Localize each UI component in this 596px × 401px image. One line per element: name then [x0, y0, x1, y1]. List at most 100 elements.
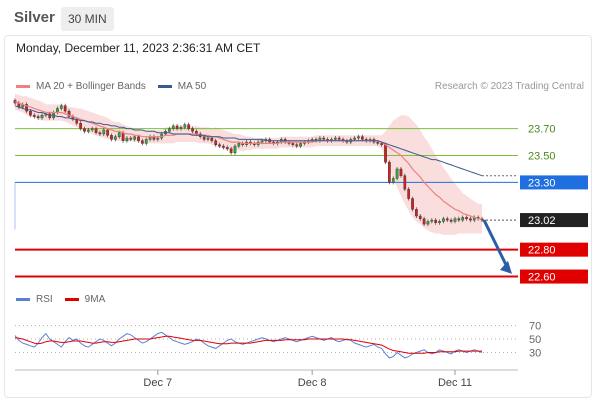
candle-body [29, 110, 32, 116]
candle-body [384, 144, 387, 163]
candle-body [48, 113, 52, 119]
candle-body [399, 168, 403, 176]
ma50-line [14, 105, 483, 177]
candle-body [67, 110, 71, 117]
candle-body [237, 143, 241, 147]
candle-body [449, 219, 453, 222]
candle-body [380, 143, 384, 145]
candle-body [36, 116, 40, 119]
candle-body [333, 137, 337, 140]
candle-body [141, 140, 144, 144]
candle-body [144, 139, 148, 144]
candle-body [322, 137, 326, 140]
candle-body [94, 128, 98, 133]
legend-rsi-swatch [16, 298, 30, 301]
legend-ma20-swatch [16, 85, 30, 88]
candle-body [465, 217, 468, 219]
candle-body [299, 143, 302, 147]
candle-body [353, 137, 356, 140]
chart-panel [4, 35, 592, 398]
price-legend: MA 20 + Bollinger Bands MA 50 [16, 81, 218, 92]
candle-body [426, 221, 430, 225]
candle-body [357, 136, 360, 139]
candle-body [129, 137, 133, 140]
candle-body [260, 140, 264, 143]
candle-body [407, 188, 411, 199]
candle-body [222, 145, 225, 148]
candle-body [79, 123, 82, 129]
candle-body [121, 132, 125, 141]
candle-body [403, 175, 407, 190]
rsi-tick-label: 50 [529, 334, 541, 346]
candle-body [388, 162, 391, 183]
forecast-arrow-head [500, 260, 512, 274]
candle-body [229, 148, 233, 154]
candle-body [117, 132, 121, 137]
candle-body [125, 137, 129, 141]
candle-body [25, 104, 28, 112]
forecast-arrow [482, 219, 510, 270]
level-label-22.80: 22.80 [528, 245, 556, 257]
candle-body [218, 144, 221, 147]
level-tag-22.80 [520, 242, 588, 257]
timeframe-button[interactable]: 30 MIN [61, 7, 114, 31]
candle-body [434, 219, 438, 223]
candle-body [445, 218, 449, 221]
level-tag-23.02 [520, 213, 588, 228]
rsi-tick-label: 30 [529, 348, 541, 360]
candle-body [210, 137, 214, 141]
candle-body [113, 136, 117, 140]
symbol-title: Silver [14, 9, 55, 26]
level-tag-22.60 [520, 269, 588, 284]
candle-body [422, 218, 426, 225]
candle-body [191, 128, 194, 132]
candle-body [202, 136, 206, 140]
rsi-ma-line [14, 335, 482, 354]
level-tag-23.30 [520, 175, 588, 190]
candle-body [183, 124, 187, 128]
legend-rsi-label: RSI [36, 294, 53, 305]
candle-body [40, 114, 44, 119]
bollinger-band [15, 93, 482, 235]
candle-body [171, 125, 175, 129]
legend-rsi: RSI [16, 294, 53, 305]
candle-body [376, 141, 380, 144]
level-label-23.02: 23.02 [528, 215, 556, 227]
candle-body [110, 135, 113, 140]
rsi-tick-label: 70 [529, 321, 541, 333]
x-tick-label: Dec 11 [438, 377, 472, 389]
candle-body [206, 137, 210, 140]
candle-body [461, 217, 465, 221]
candle-body [179, 127, 183, 129]
candle-body [457, 218, 461, 221]
candle-body [453, 218, 457, 222]
candle-body [86, 129, 90, 132]
legend-ma50-swatch [157, 85, 172, 88]
x-tick-label: Dec 7 [143, 377, 172, 389]
candle-body [175, 125, 179, 129]
level-label-22.60: 22.60 [528, 272, 556, 284]
legend-ma50-label: MA 50 [177, 81, 207, 92]
legend-9ma-label: 9MA [84, 294, 106, 305]
candle-body [361, 136, 364, 140]
level-label-23.70: 23.70 [528, 124, 556, 136]
candle-body [469, 218, 472, 221]
legend-ma20-label: MA 20 + Bollinger Bands [36, 81, 146, 92]
candle-body [90, 128, 94, 131]
legend-9ma-swatch [64, 298, 79, 301]
candle-body [391, 178, 395, 183]
candle-body [415, 209, 418, 217]
candle-body [187, 124, 191, 129]
ma20-line [14, 101, 482, 220]
candle-body [291, 143, 295, 145]
rsi-line [14, 331, 483, 359]
candle-body [106, 129, 109, 136]
rsi-legend: RSI 9MA [16, 294, 117, 305]
legend-9ma: 9MA [64, 294, 106, 305]
candle-body [63, 105, 67, 112]
copyright-text: Research © 2023 Trading Central [434, 81, 584, 92]
candle-body [156, 137, 160, 140]
legend-ma50: MA 50 [157, 81, 207, 92]
candle-body [32, 114, 36, 117]
